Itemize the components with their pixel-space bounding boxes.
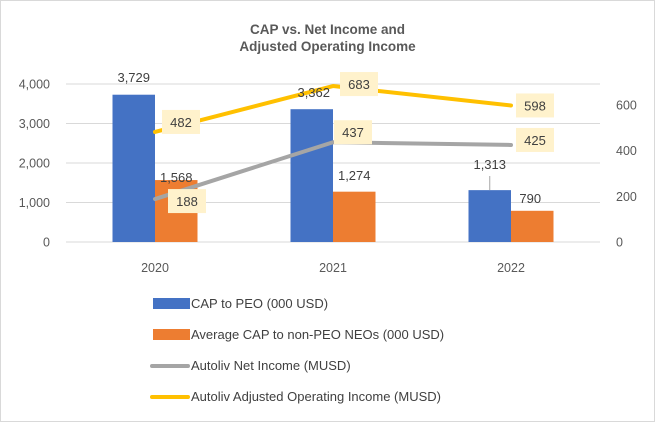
left-axis-tick-label: 4,000: [19, 78, 50, 92]
legend-label: Average CAP to non-PEO NEOs (000 USD): [191, 327, 445, 342]
data-label-adj-op-income-box: [340, 72, 378, 97]
bar-cap-peo: [290, 109, 333, 243]
data-label-cap-peo: 1,313: [473, 157, 506, 172]
data-label-net-income-box: [334, 120, 372, 145]
right-axis-tick-label: 600: [616, 99, 637, 113]
chart-title-line2: Adjusted Operating Income: [239, 39, 416, 54]
data-label-adj-op-income-box: [162, 109, 200, 134]
legend-label: Autoliv Adjusted Operating Income (MUSD): [191, 389, 441, 404]
data-label-adj-op-income: 598: [524, 98, 546, 113]
line-adj-op-income: [153, 84, 513, 134]
right-axis-tick-label: 200: [616, 190, 637, 204]
data-label-net-income: 425: [524, 133, 546, 148]
bar-cap-peo: [112, 94, 155, 242]
left-axis-tick-label: 3,000: [19, 117, 50, 131]
legend-swatch-blue: [153, 298, 190, 309]
data-label-adj-op-income: 482: [170, 115, 192, 130]
legend-label: CAP to PEO (000 USD): [191, 296, 329, 311]
data-label-cap-neo: 1,568: [160, 170, 193, 185]
data-label-net-income-box: [516, 127, 554, 152]
legend-item-cap-peo: CAP to PEO (000 USD): [153, 288, 444, 319]
chart-title: CAP vs. Net Income and Adjusted Operatin…: [0, 21, 655, 55]
data-label-cap-peo: 3,729: [117, 70, 150, 85]
legend-swatch-orange: [153, 329, 190, 340]
left-axis-tick-label: 2,000: [19, 157, 50, 171]
right-axis-tick-label: 0: [616, 236, 623, 250]
data-label-cap-neo: 1,274: [338, 168, 371, 183]
legend-item-net-income: Autoliv Net Income (MUSD): [150, 350, 444, 381]
legend-label: Autoliv Net Income (MUSD): [191, 358, 351, 373]
left-axis-tick-label: 0: [43, 236, 50, 250]
data-label-adj-op-income-box: [516, 93, 554, 118]
x-axis-tick-label: 2020: [141, 261, 169, 275]
x-axis-tick-label: 2022: [497, 261, 525, 275]
legend-swatch-gray-line: [150, 363, 190, 368]
data-label-adj-op-income: 683: [348, 77, 370, 92]
legend-swatch-yellow-line: [150, 394, 190, 399]
data-label-net-income-box: [168, 189, 206, 214]
legend-item-adj-op-income: Autoliv Adjusted Operating Income (MUSD): [150, 381, 444, 412]
legend-item-cap-neo: Average CAP to non-PEO NEOs (000 USD): [153, 319, 444, 350]
right-axis-tick-label: 400: [616, 144, 637, 158]
data-label-cap-neo: 790: [519, 191, 541, 206]
x-axis-tick-label: 2021: [319, 261, 347, 275]
left-axis-tick-label: 1,000: [19, 196, 50, 210]
bar-cap-neo: [333, 191, 376, 242]
data-label-net-income: 437: [342, 125, 364, 140]
line-net-income: [153, 140, 513, 202]
bar-cap-neo: [511, 210, 554, 242]
legend: CAP to PEO (000 USD) Average CAP to non-…: [150, 288, 444, 412]
chart-title-line1: CAP vs. Net Income and: [249, 22, 406, 37]
bar-cap-peo: [468, 190, 511, 242]
data-label-cap-peo: 3,362: [297, 85, 330, 100]
data-label-net-income: 188: [176, 194, 198, 209]
